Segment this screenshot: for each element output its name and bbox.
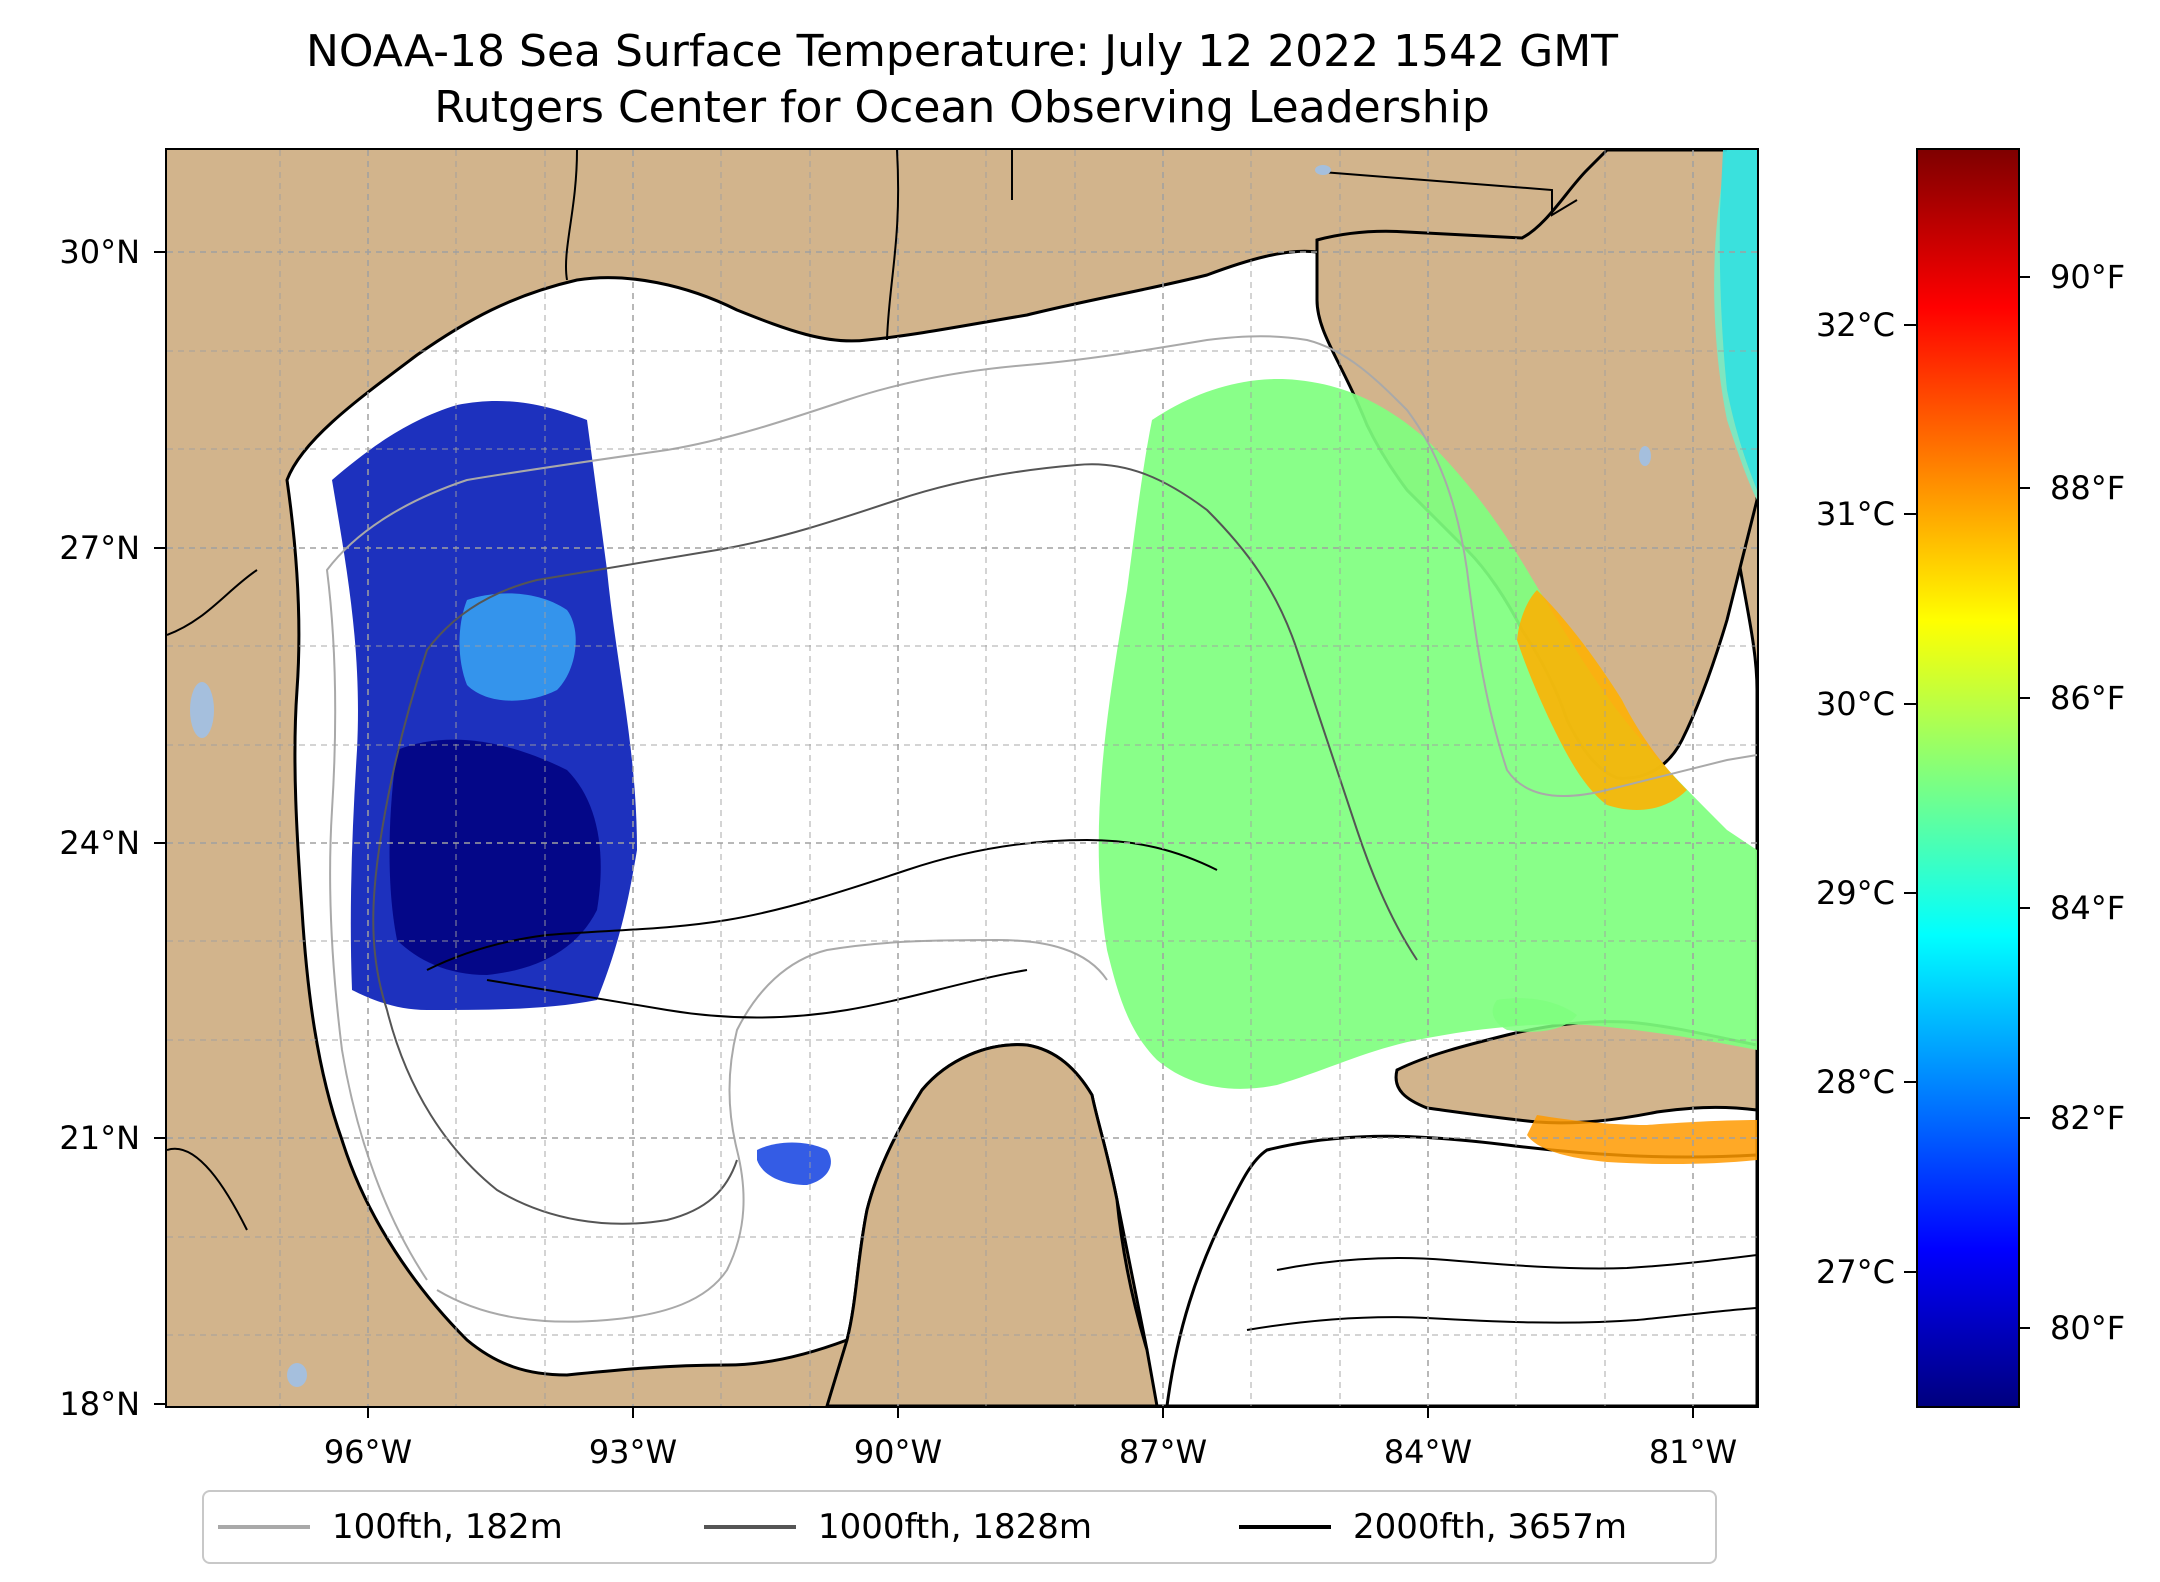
lon-tick bbox=[632, 1406, 634, 1418]
lon-label-81w: 81°W bbox=[1648, 1433, 1738, 1471]
colorbar-tick-f bbox=[2018, 1117, 2030, 1119]
colorbar-label-32c: 32°C bbox=[1815, 306, 1895, 344]
colorbar-tick-f bbox=[2018, 907, 2030, 909]
yucatan-peninsula bbox=[825, 1043, 1159, 1406]
isobath-legend: 100fth, 182m 1000fth, 1828m 2000fth, 365… bbox=[202, 1490, 1717, 1564]
colorbar-label-27c: 27°C bbox=[1815, 1253, 1895, 1291]
lon-tick bbox=[1162, 1406, 1164, 1418]
colorbar-tick-c bbox=[1904, 513, 1916, 515]
legend-label-100fth: 100fth, 182m bbox=[332, 1507, 563, 1547]
legend-item-100fth: 100fth, 182m bbox=[218, 1492, 563, 1562]
lon-tick bbox=[897, 1406, 899, 1418]
colorbar-label-31c: 31°C bbox=[1815, 495, 1895, 533]
sst-swath-east-warm-coast bbox=[1517, 590, 1687, 810]
figure-title: NOAA-18 Sea Surface Temperature: July 12… bbox=[305, 26, 1619, 77]
sst-swath-florida-straits bbox=[1527, 1115, 1757, 1165]
map-panel bbox=[167, 150, 1757, 1406]
legend-swatch-2000fth bbox=[1239, 1525, 1331, 1529]
lat-tick bbox=[154, 842, 166, 844]
isobath-2000fth bbox=[426, 838, 1757, 1331]
lon-tick bbox=[367, 1406, 369, 1418]
legend-label-2000fth: 2000fth, 3657m bbox=[1353, 1507, 1628, 1547]
legend-item-1000fth: 1000fth, 1828m bbox=[704, 1492, 1092, 1562]
caribbean-water bbox=[1165, 1134, 1757, 1406]
colorbar-label-28c: 28°C bbox=[1815, 1063, 1895, 1101]
sst-map bbox=[167, 150, 1757, 1406]
legend-item-2000fth: 2000fth, 3657m bbox=[1239, 1492, 1627, 1562]
legend-label-1000fth: 1000fth, 1828m bbox=[818, 1507, 1093, 1547]
colorbar-label-88f: 88°F bbox=[2050, 469, 2126, 507]
lat-label-18n: 18°N bbox=[59, 1385, 140, 1423]
gridlines bbox=[167, 150, 1757, 1406]
cuba-island bbox=[1394, 1020, 1757, 1125]
lat-label-21n: 21°N bbox=[59, 1119, 140, 1157]
isobath-contours bbox=[325, 335, 1757, 1331]
colorbar-tick-c bbox=[1904, 1081, 1916, 1083]
colorbar-tick-f bbox=[2018, 487, 2030, 489]
lon-label-87w: 87°W bbox=[1118, 1433, 1208, 1471]
colorbar-label-30c: 30°C bbox=[1815, 685, 1895, 723]
isobath-100fth bbox=[325, 335, 1757, 1323]
colorbar-tick-c bbox=[1904, 1271, 1916, 1273]
figure-subtitle: Rutgers Center for Ocean Observing Leade… bbox=[434, 82, 1490, 133]
colorbar-label-29c: 29°C bbox=[1815, 874, 1895, 912]
colorbar-label-86f: 86°F bbox=[2050, 679, 2126, 717]
temperature-colorbar bbox=[1918, 150, 2018, 1406]
sst-swath-atlantic bbox=[1719, 150, 1757, 490]
lon-tick bbox=[1427, 1406, 1429, 1418]
colorbar-tick-c bbox=[1904, 324, 1916, 326]
lat-tick bbox=[154, 1403, 166, 1405]
political-borders bbox=[167, 150, 1578, 1231]
colorbar-label-82f: 82°F bbox=[2050, 1099, 2126, 1137]
lat-label-24n: 24°N bbox=[59, 824, 140, 862]
sst-swath-west-cool-core bbox=[389, 739, 601, 975]
colorbar-label-84f: 84°F bbox=[2050, 889, 2126, 927]
colorbar-tick-c bbox=[1904, 703, 1916, 705]
lat-tick bbox=[154, 251, 166, 253]
lon-label-90w: 90°W bbox=[853, 1433, 943, 1471]
lat-label-27n: 27°N bbox=[59, 529, 140, 567]
lat-label-30n: 30°N bbox=[59, 233, 140, 271]
colorbar-label-90f: 90°F bbox=[2050, 258, 2126, 296]
legend-swatch-1000fth bbox=[704, 1525, 796, 1529]
lat-tick bbox=[154, 1137, 166, 1139]
lon-tick bbox=[1692, 1406, 1694, 1418]
lakes bbox=[190, 165, 1651, 1387]
lat-tick bbox=[154, 547, 166, 549]
lon-label-96w: 96°W bbox=[323, 1433, 413, 1471]
legend-swatch-100fth bbox=[218, 1525, 310, 1529]
colorbar-label-80f: 80°F bbox=[2050, 1309, 2126, 1347]
colorbar-tick-f bbox=[2018, 276, 2030, 278]
lon-label-93w: 93°W bbox=[588, 1433, 678, 1471]
isobath-1000fth bbox=[372, 463, 1418, 1225]
sst-swath-west-warm-patch bbox=[459, 593, 576, 701]
sst-swath-cuba-north bbox=[1492, 998, 1577, 1032]
sst-data-swaths bbox=[332, 150, 1757, 1185]
colorbar-tick-f bbox=[2018, 1327, 2030, 1329]
colorbar-tick-f bbox=[2018, 697, 2030, 699]
lon-label-84w: 84°W bbox=[1383, 1433, 1473, 1471]
colorbar-tick-c bbox=[1904, 892, 1916, 894]
sst-swath-central-spot bbox=[757, 1142, 831, 1185]
